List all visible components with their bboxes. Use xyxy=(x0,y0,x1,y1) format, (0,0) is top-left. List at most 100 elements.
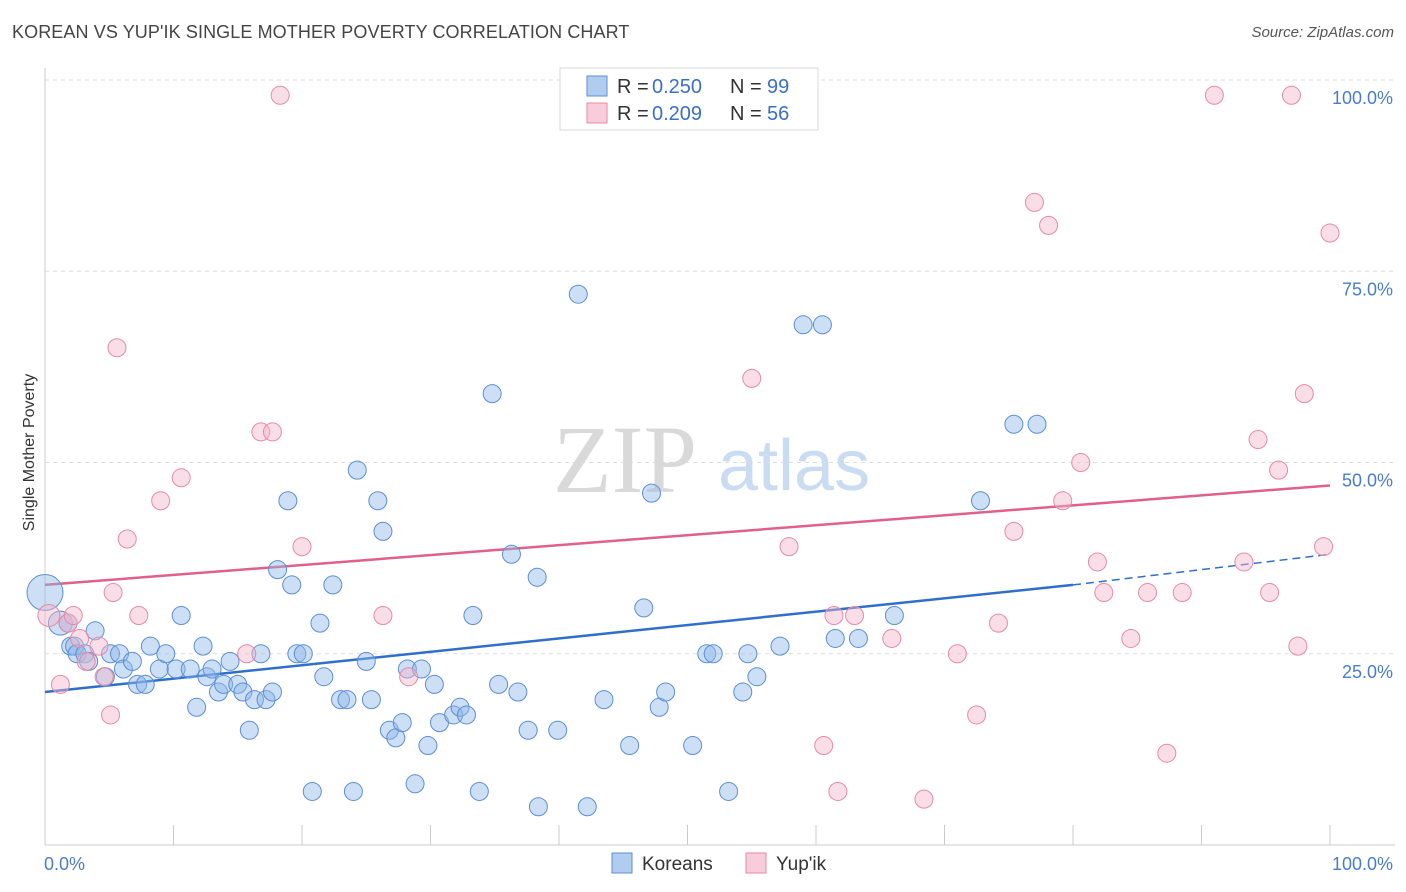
point-1-37 xyxy=(1071,453,1091,472)
y-axis-title: Single Mother Poverty xyxy=(21,374,38,531)
point-0-48 xyxy=(347,460,367,480)
point-0-95 xyxy=(884,606,904,625)
point-1-44 xyxy=(1204,85,1224,105)
point-0-60 xyxy=(424,674,444,694)
legend-n-label-0: N = xyxy=(730,76,762,98)
point-1-35 xyxy=(1039,215,1059,235)
chart-title: KOREAN VS YUP'IK SINGLE MOTHER POVERTY C… xyxy=(12,22,630,42)
point-0-47 xyxy=(343,781,363,801)
point-0-93 xyxy=(825,628,845,648)
point-0-50 xyxy=(361,690,381,710)
point-0-90 xyxy=(770,636,790,656)
bottom-legend: Koreans Yup'ik xyxy=(611,852,827,875)
point-0-87 xyxy=(733,682,753,702)
point-1-29 xyxy=(914,789,934,809)
y-tick-label-0: 100.0% xyxy=(1332,88,1393,108)
point-0-55 xyxy=(392,713,412,733)
trend-line-ext-0 xyxy=(1072,553,1331,586)
point-0-83 xyxy=(683,736,703,756)
legend-r-value-0: 0.250 xyxy=(652,76,702,98)
point-1-13 xyxy=(151,491,171,511)
point-0-89 xyxy=(747,667,767,687)
point-0-66 xyxy=(469,781,489,801)
legend-n-value-0: 99 xyxy=(767,76,789,98)
legend-swatch-0 xyxy=(586,75,608,97)
point-0-31 xyxy=(239,720,259,740)
point-0-40 xyxy=(293,644,313,664)
axes: Single Mother Poverty xyxy=(21,68,1395,846)
trend-lines xyxy=(44,484,1331,694)
point-0-96 xyxy=(970,491,990,511)
point-0-28 xyxy=(220,651,240,671)
point-1-17 xyxy=(262,422,282,442)
point-0-8 xyxy=(85,621,105,641)
point-0-57 xyxy=(405,774,425,794)
point-0-13 xyxy=(122,651,142,671)
point-0-39 xyxy=(287,644,307,664)
point-0-37 xyxy=(278,491,298,511)
point-1-52 xyxy=(1314,537,1334,557)
point-0-15 xyxy=(135,674,155,694)
point-1-11 xyxy=(117,529,137,549)
point-1-50 xyxy=(1288,636,1308,656)
point-0-33 xyxy=(251,644,271,664)
point-0-74 xyxy=(548,720,568,740)
point-0-52 xyxy=(373,521,393,541)
point-1-23 xyxy=(779,537,799,557)
point-0-43 xyxy=(314,667,334,687)
point-0-70 xyxy=(508,682,528,702)
point-0-25 xyxy=(202,659,222,679)
point-1-9 xyxy=(103,583,123,603)
watermark: ZIP atlas xyxy=(553,406,870,513)
point-1-26 xyxy=(828,781,848,801)
point-1-14 xyxy=(171,468,191,488)
point-0-20 xyxy=(171,606,191,625)
legend-r-label-1: R = xyxy=(617,103,649,125)
point-0-65 xyxy=(463,606,483,625)
point-1-41 xyxy=(1138,583,1158,603)
point-1-22 xyxy=(742,368,762,388)
tick-labels: 100.0% 75.0% 50.0% 25.0% 0.0% 100.0% xyxy=(44,88,1393,874)
grid-lines xyxy=(45,79,1395,655)
point-1-53 xyxy=(1320,223,1340,243)
x-tick-label-1: 100.0% xyxy=(1332,854,1393,874)
legend-n-value-1: 56 xyxy=(767,103,789,125)
point-1-31 xyxy=(967,705,987,725)
y-tick-label-1: 75.0% xyxy=(1342,279,1393,299)
point-0-38 xyxy=(282,575,302,595)
point-0-23 xyxy=(193,636,213,656)
point-1-15 xyxy=(237,644,257,664)
watermark-zip: ZIP xyxy=(553,406,697,513)
chart-source: Source: ZipAtlas.com xyxy=(1251,24,1394,41)
point-1-0 xyxy=(37,604,61,627)
point-0-63 xyxy=(450,697,470,717)
legend-r-label-0: R = xyxy=(617,76,649,98)
point-1-3 xyxy=(63,606,83,625)
point-1-27 xyxy=(845,606,865,625)
point-1-36 xyxy=(1053,491,1073,511)
point-1-1 xyxy=(50,674,70,694)
point-1-18 xyxy=(270,85,290,105)
point-0-59 xyxy=(418,736,438,756)
point-1-10 xyxy=(107,338,127,358)
bottom-legend-swatch-1 xyxy=(745,852,767,874)
point-1-42 xyxy=(1157,743,1177,763)
point-0-36 xyxy=(268,560,288,580)
point-0-56 xyxy=(397,659,417,679)
point-1-51 xyxy=(1294,384,1314,404)
point-0-34 xyxy=(256,690,276,710)
point-0-73 xyxy=(528,797,548,817)
point-0-78 xyxy=(620,736,640,756)
point-1-49 xyxy=(1281,85,1301,105)
point-1-30 xyxy=(947,644,967,664)
legend-r-value-1: 0.209 xyxy=(652,103,702,125)
point-1-34 xyxy=(1024,192,1044,212)
point-1-20 xyxy=(373,606,393,625)
point-1-45 xyxy=(1234,552,1254,572)
legend-n-label-1: N = xyxy=(730,103,762,125)
point-0-46 xyxy=(337,690,357,710)
point-1-24 xyxy=(814,736,834,756)
point-0-68 xyxy=(489,674,509,694)
data-points xyxy=(26,85,1340,817)
point-0-92 xyxy=(812,315,832,335)
